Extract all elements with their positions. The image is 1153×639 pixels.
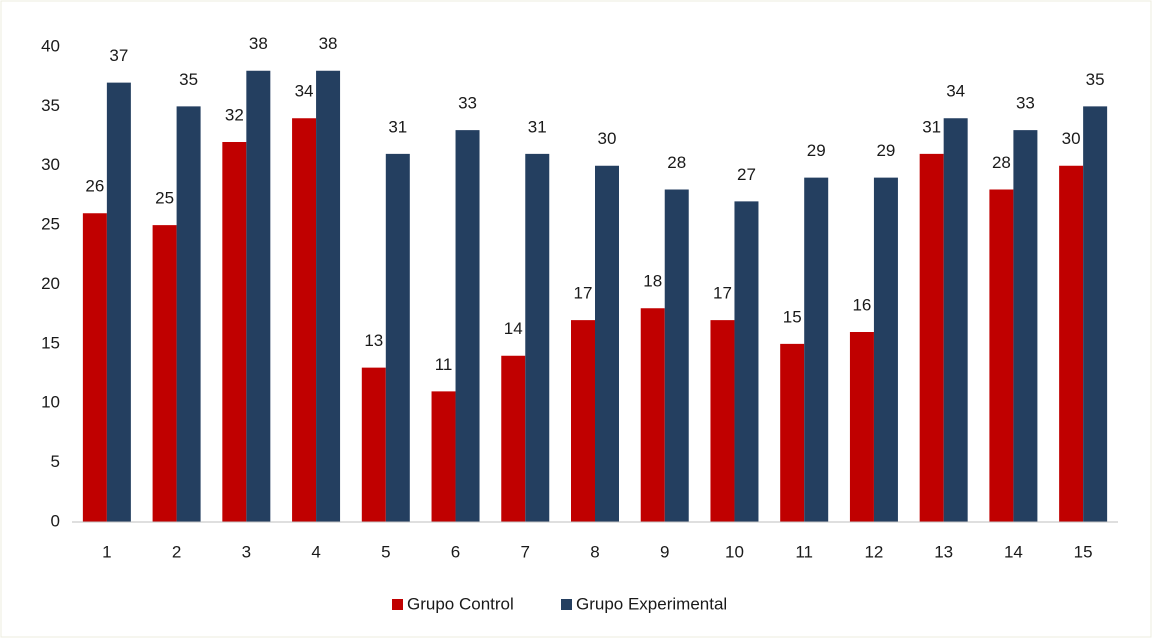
- legend-label: Grupo Experimental: [576, 594, 727, 613]
- data-label: 27: [737, 165, 756, 184]
- data-label: 28: [992, 153, 1011, 172]
- bar: [989, 189, 1014, 522]
- x-tick-label: 9: [660, 542, 669, 561]
- bar: [501, 355, 526, 522]
- legend-label: Grupo Control: [407, 594, 514, 613]
- bar: [595, 165, 619, 522]
- data-label: 37: [109, 46, 128, 65]
- x-tick-label: 8: [590, 542, 599, 561]
- data-label: 16: [852, 295, 871, 314]
- y-tick-label: 10: [41, 393, 60, 412]
- bar: [246, 70, 271, 522]
- bar: [361, 367, 386, 522]
- data-label: 34: [295, 82, 314, 101]
- x-tick-label: 13: [934, 542, 953, 561]
- data-label: 34: [946, 82, 965, 101]
- data-label: 32: [225, 105, 244, 124]
- bar: [1083, 106, 1108, 522]
- data-label: 35: [179, 70, 198, 89]
- bar: [222, 142, 247, 522]
- x-tick-label: 14: [1004, 542, 1023, 561]
- y-tick-label: 5: [51, 452, 60, 471]
- y-tick-label: 20: [41, 274, 60, 293]
- y-tick-label: 35: [41, 96, 60, 115]
- x-tick-label: 6: [451, 542, 460, 561]
- x-tick-label: 10: [725, 542, 744, 561]
- bar: [82, 213, 107, 522]
- y-tick-label: 25: [41, 215, 60, 234]
- data-label: 14: [504, 319, 523, 338]
- data-label: 28: [667, 153, 686, 172]
- bar: [525, 153, 550, 522]
- data-label: 15: [783, 307, 802, 326]
- bar: [780, 343, 805, 522]
- bar: [571, 320, 595, 522]
- data-label: 31: [922, 117, 941, 136]
- bar: [873, 177, 898, 522]
- x-tick-label: 7: [521, 542, 530, 561]
- x-tick-label: 12: [864, 542, 883, 561]
- data-label: 29: [876, 141, 895, 160]
- data-label: 29: [807, 141, 826, 160]
- bar: [152, 225, 177, 522]
- x-tick-label: 1: [102, 542, 111, 561]
- x-tick-label: 3: [242, 542, 251, 561]
- bar: [710, 320, 735, 522]
- data-label: 35: [1086, 70, 1105, 89]
- bar: [176, 106, 201, 522]
- y-tick-label: 15: [41, 333, 60, 352]
- bar: [431, 391, 456, 522]
- bar: [106, 82, 131, 522]
- bar: [1059, 165, 1084, 522]
- data-label: 30: [1062, 129, 1081, 148]
- data-label: 38: [319, 34, 338, 53]
- x-tick-label: 11: [795, 542, 813, 561]
- bar: [734, 201, 759, 522]
- bar: [804, 177, 829, 522]
- x-tick-label: 4: [311, 542, 320, 561]
- legend-swatch: [392, 599, 403, 610]
- data-label: 17: [574, 284, 593, 303]
- data-label: 25: [155, 189, 174, 208]
- y-tick-label: 30: [41, 155, 60, 174]
- bar: [943, 118, 968, 522]
- x-tick-label: 15: [1074, 542, 1093, 561]
- data-label: 30: [598, 129, 617, 148]
- bar: [664, 189, 689, 522]
- data-label: 33: [1016, 94, 1035, 113]
- bar: [1013, 130, 1038, 522]
- x-tick-label: 2: [172, 542, 181, 561]
- bar: [455, 130, 480, 522]
- data-label: 26: [85, 177, 104, 196]
- data-label: 17: [713, 284, 732, 303]
- data-label: 11: [435, 355, 453, 374]
- bar: [919, 153, 944, 522]
- data-label: 18: [643, 272, 662, 291]
- data-label: 13: [364, 331, 383, 350]
- y-tick-label: 0: [51, 511, 60, 530]
- y-tick-label: 40: [41, 36, 60, 55]
- data-label: 38: [249, 34, 268, 53]
- bar: [316, 70, 341, 522]
- bar: [849, 332, 874, 522]
- bar: [292, 118, 317, 522]
- data-label: 31: [388, 117, 407, 136]
- bar: [385, 153, 410, 522]
- legend-swatch: [561, 599, 572, 610]
- x-tick-label: 5: [381, 542, 390, 561]
- bar: [640, 308, 665, 522]
- data-label: 31: [528, 117, 547, 136]
- data-label: 33: [458, 94, 477, 113]
